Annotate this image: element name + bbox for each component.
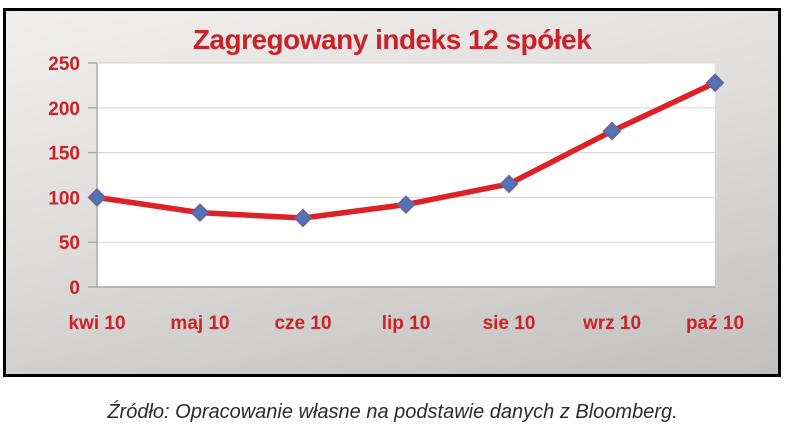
chart-frame: 0 50 100 150 200 250 kwi 10 maj 10 cze 10 lip 10 s… (3, 8, 781, 377)
data-point-marker (87, 187, 107, 207)
y-axis-label: 0 (69, 278, 80, 299)
x-axis-label: maj 10 (170, 313, 229, 334)
data-point-marker (293, 208, 313, 228)
y-axis-label: 200 (48, 99, 80, 120)
plot-background (97, 63, 715, 287)
data-point-marker (499, 174, 519, 194)
plot-area: 0 50 100 150 200 250 kwi 10 maj 10 cze 10 lip 10 s… (48, 54, 744, 334)
y-axis-label: 250 (48, 54, 80, 75)
x-axis-label: kwi 10 (68, 313, 125, 334)
data-point-marker (602, 121, 622, 141)
x-axis-label: paź 10 (686, 313, 744, 334)
data-point-marker (396, 195, 416, 214)
y-axis-label: 150 (48, 144, 80, 165)
data-point-marker (190, 203, 210, 223)
x-axis-label: sie 10 (483, 313, 536, 334)
y-axis-label: 100 (48, 188, 80, 209)
x-axis-label: wrz 10 (582, 313, 641, 334)
chart-title: Zagregowany indeks 12 spółek (192, 24, 592, 55)
data-point-marker (705, 73, 725, 93)
y-axis-label: 50 (59, 233, 80, 254)
x-axis-label: lip 10 (382, 313, 431, 334)
x-axis-label: cze 10 (274, 313, 331, 334)
source-caption: Źródło: Opracowanie własne na podstawie … (107, 401, 678, 423)
